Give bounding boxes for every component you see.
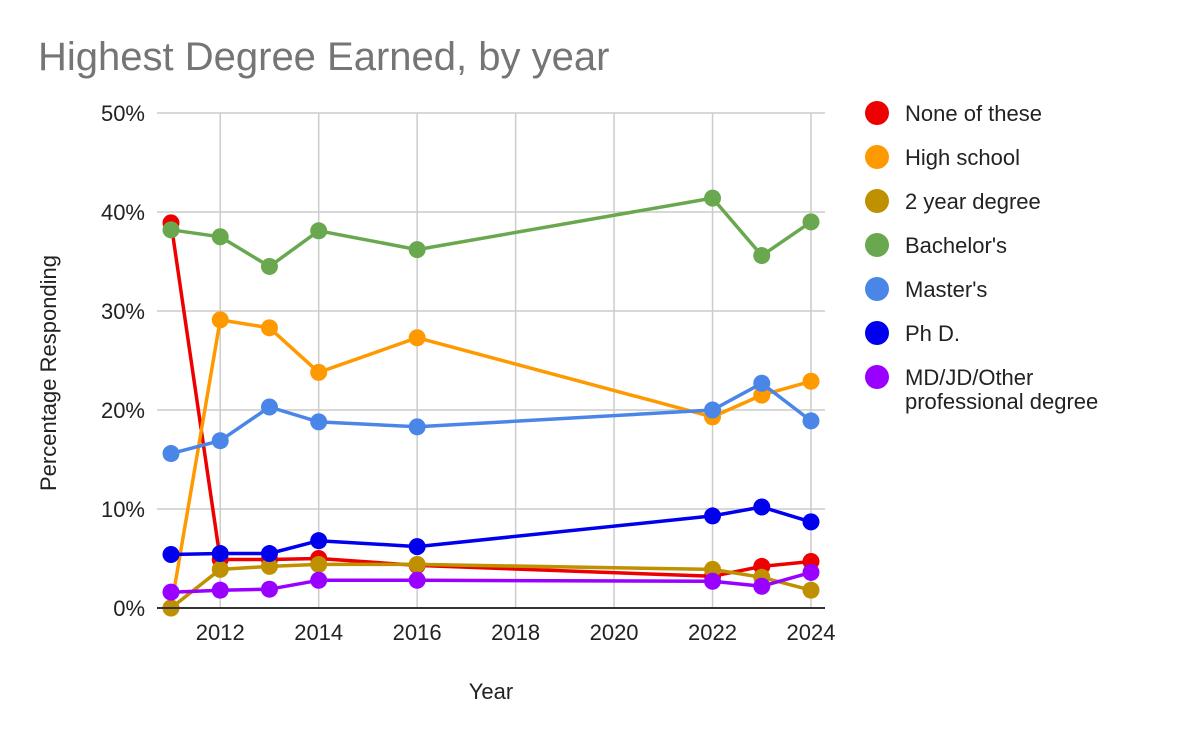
data-point xyxy=(260,398,278,416)
data-point xyxy=(162,546,180,564)
data-point xyxy=(260,557,278,575)
data-point xyxy=(408,571,426,589)
legend-label: 2 year degree xyxy=(905,189,1041,214)
legend-label: High school xyxy=(905,145,1020,170)
y-axis-label: Percentage Responding xyxy=(36,255,61,491)
series-line xyxy=(170,381,813,456)
y-tick-label: 40% xyxy=(101,200,145,225)
data-point xyxy=(704,560,722,578)
data-point xyxy=(704,507,722,525)
data-point xyxy=(802,581,820,599)
data-point xyxy=(260,580,278,598)
data-point xyxy=(704,401,722,419)
y-tick-label: 0% xyxy=(113,596,145,621)
data-point xyxy=(408,555,426,573)
series-group xyxy=(162,214,820,585)
data-point xyxy=(162,445,180,463)
x-tick-label: 2020 xyxy=(590,620,639,645)
x-tick-label: 2022 xyxy=(688,620,737,645)
data-point xyxy=(704,572,722,590)
legend-label: Bachelor's xyxy=(905,233,1007,258)
chart-title: Highest Degree Earned, by year xyxy=(38,35,609,79)
legend-label: Master's xyxy=(905,277,987,302)
data-point xyxy=(408,538,426,556)
series-group xyxy=(162,374,820,463)
data-point xyxy=(310,532,328,550)
legend-label: None of these xyxy=(905,101,1042,126)
y-tick-label: 20% xyxy=(101,398,145,423)
data-point xyxy=(802,513,820,531)
data-point xyxy=(802,563,820,581)
series-group xyxy=(162,555,820,617)
legend-marker xyxy=(865,145,889,169)
legend-item: Ph D. xyxy=(865,321,960,346)
series-layer xyxy=(162,189,820,617)
data-point xyxy=(211,432,229,450)
data-point xyxy=(310,363,328,381)
legend-label: Ph D. xyxy=(905,321,960,346)
series-group xyxy=(162,498,820,564)
data-point xyxy=(211,545,229,563)
axes: 0% 10% 20% 30% 40% 50% 2012 2014 2016 2018 2020 202… xyxy=(101,101,836,645)
data-point xyxy=(211,581,229,599)
data-point xyxy=(408,241,426,259)
x-axis-label: Year xyxy=(469,679,513,704)
grid xyxy=(157,112,825,608)
data-point xyxy=(310,413,328,431)
data-point xyxy=(260,545,278,563)
x-tick-label: 2014 xyxy=(294,620,343,645)
data-point xyxy=(211,560,229,578)
data-point xyxy=(753,247,771,265)
data-point xyxy=(310,571,328,589)
legend-item: None of these xyxy=(865,101,1042,126)
data-point xyxy=(211,311,229,329)
x-tick-label: 2016 xyxy=(393,620,442,645)
data-point xyxy=(310,222,328,240)
series-line xyxy=(170,196,812,269)
legend-item: Bachelor's xyxy=(865,233,1007,258)
legend-item: High school xyxy=(865,145,1020,170)
legend-marker xyxy=(865,233,889,257)
data-point xyxy=(162,583,180,601)
legend-marker xyxy=(865,365,889,389)
x-tick-label: 2018 xyxy=(491,620,540,645)
legend-marker xyxy=(865,189,889,213)
data-point xyxy=(753,374,771,392)
data-point xyxy=(753,577,771,595)
data-point xyxy=(753,386,771,404)
data-point xyxy=(408,418,426,436)
data-point xyxy=(408,329,426,347)
legend-item: 2 year degree xyxy=(865,189,1041,214)
data-point xyxy=(162,221,180,239)
legend: None of these High school 2 year degree Bac… xyxy=(865,101,1098,414)
data-point xyxy=(704,189,722,207)
legend-label: MD/JD/Other professional degree xyxy=(905,365,1098,414)
series-group xyxy=(162,189,820,275)
y-tick-label: 30% xyxy=(101,299,145,324)
legend-marker xyxy=(865,321,889,345)
data-point xyxy=(753,498,771,516)
series-group xyxy=(162,563,820,601)
legend-item: Master's xyxy=(865,277,987,302)
data-point xyxy=(802,213,820,231)
data-point xyxy=(310,555,328,573)
legend-marker xyxy=(865,101,889,125)
x-tick-label: 2024 xyxy=(787,620,836,645)
legend-marker xyxy=(865,277,889,301)
x-tick-label: 2012 xyxy=(196,620,245,645)
y-tick-label: 10% xyxy=(101,497,145,522)
legend-item: MD/JD/Other professional degree xyxy=(865,365,1098,414)
data-point xyxy=(260,257,278,275)
data-point xyxy=(802,372,820,390)
data-point xyxy=(260,319,278,337)
y-tick-label: 50% xyxy=(101,101,145,126)
data-point xyxy=(802,412,820,430)
data-point xyxy=(211,228,229,246)
